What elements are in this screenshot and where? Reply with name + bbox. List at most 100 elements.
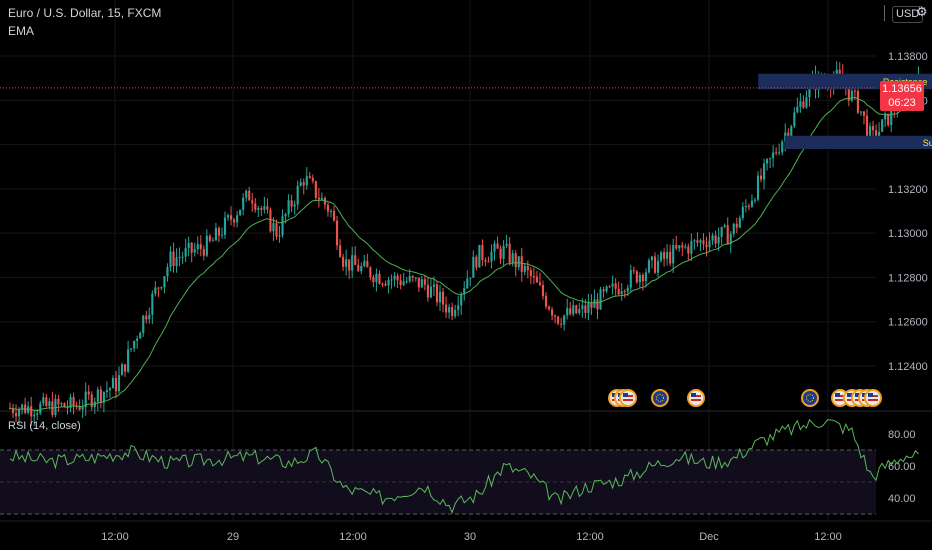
candle: [490, 251, 493, 262]
currency-button[interactable]: USD: [892, 6, 924, 23]
candle: [211, 240, 214, 242]
candle: [608, 286, 611, 288]
candle: [554, 315, 557, 317]
candle: [802, 101, 805, 108]
candle: [850, 90, 853, 101]
candle: [593, 299, 596, 308]
candle: [78, 406, 81, 410]
time-tick-label: 12:00: [101, 531, 129, 543]
candle: [766, 159, 769, 164]
candle: [853, 90, 856, 92]
candle: [793, 112, 796, 127]
gear-icon[interactable]: ⚙: [916, 4, 928, 19]
flag-canton: [691, 393, 696, 397]
candle: [526, 266, 529, 271]
candle: [647, 260, 651, 273]
candle: [254, 203, 257, 210]
flag-stripe: [835, 399, 845, 401]
candle: [18, 409, 21, 417]
flag-canton: [855, 393, 860, 397]
candle: [342, 256, 345, 267]
eu-flag-icon: [651, 389, 669, 407]
support-zone: [784, 135, 932, 149]
candle: [217, 228, 221, 236]
candle: [499, 248, 502, 259]
candle: [720, 226, 723, 237]
candle: [214, 228, 217, 241]
rsi-tick-label: 80.00: [888, 429, 916, 441]
rsi-title[interactable]: RSI (14, close): [8, 420, 81, 432]
candle: [323, 197, 326, 205]
candle: [520, 256, 523, 272]
candle: [744, 205, 747, 208]
candle: [871, 126, 875, 131]
candle: [169, 251, 172, 268]
candle: [208, 235, 211, 241]
candle: [127, 349, 130, 372]
candle: [223, 217, 227, 235]
candle: [838, 69, 841, 74]
candle: [805, 97, 808, 108]
candle: [678, 245, 681, 249]
candle: [366, 260, 369, 268]
candle: [154, 287, 157, 294]
flag-stripe: [691, 399, 701, 401]
candle: [656, 260, 660, 273]
candle: [54, 398, 57, 416]
candle: [329, 210, 333, 212]
candle: [381, 283, 384, 285]
candle: [705, 244, 708, 248]
price-tick-label: 1.13800: [888, 51, 928, 63]
candle: [226, 215, 230, 218]
candle: [847, 88, 850, 101]
candle: [454, 309, 457, 317]
candle: [290, 200, 293, 207]
candle: [575, 305, 578, 314]
candle: [887, 113, 890, 126]
candle: [48, 401, 51, 406]
candle: [266, 206, 269, 210]
candle: [650, 256, 654, 261]
candle: [420, 279, 423, 288]
candle: [502, 245, 505, 259]
candle: [24, 404, 27, 413]
candle: [111, 377, 115, 389]
candle: [417, 277, 420, 288]
candle: [547, 306, 551, 310]
candle: [293, 204, 296, 207]
candle: [245, 190, 248, 198]
candle: [393, 275, 396, 280]
candle: [96, 389, 99, 402]
candle: [799, 101, 802, 107]
candle: [808, 81, 811, 98]
candle: [281, 216, 284, 236]
ema-line: [9, 96, 919, 411]
candle: [614, 283, 617, 289]
candle: [514, 253, 517, 268]
candle: [684, 246, 687, 248]
candle: [563, 315, 566, 325]
candle: [481, 245, 484, 260]
candle: [248, 190, 251, 201]
candle: [617, 288, 620, 295]
ema-indicator-label[interactable]: EMA: [8, 24, 35, 38]
candle: [448, 307, 451, 313]
candle: [729, 233, 732, 244]
candle: [190, 242, 193, 253]
current-price-label: 1.13656: [882, 83, 922, 95]
candle: [66, 407, 69, 409]
candle: [696, 240, 699, 243]
candle: [493, 243, 496, 252]
candle: [451, 307, 454, 317]
candle: [581, 305, 584, 310]
candle: [375, 273, 378, 283]
candle: [762, 163, 766, 180]
candle: [11, 408, 15, 414]
candle: [199, 244, 202, 250]
candle: [390, 279, 393, 281]
candle: [523, 266, 526, 272]
candle: [750, 200, 753, 207]
candle: [414, 277, 417, 279]
flag-canton: [868, 393, 873, 397]
